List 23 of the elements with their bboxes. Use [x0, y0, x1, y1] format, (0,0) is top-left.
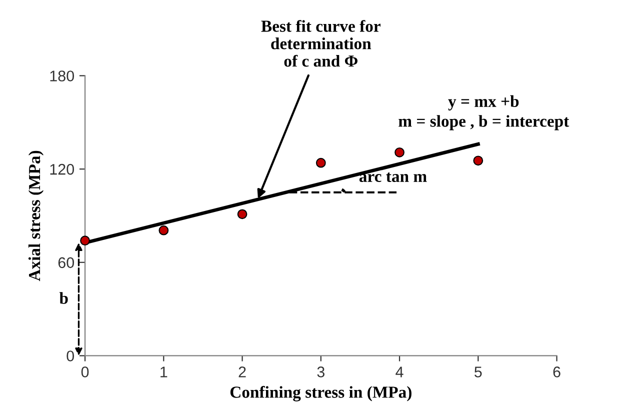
x-tick-label: 3 — [317, 366, 324, 378]
point — [473, 156, 484, 166]
x-tick-label: 6 — [553, 366, 560, 378]
x-axis-title: Confining stress in (MPa) — [230, 386, 412, 402]
y-tick-label: 120 — [50, 164, 74, 175]
point — [316, 158, 326, 168]
x-tick-label: 5 — [474, 366, 482, 378]
annotation: arc tan m — [359, 172, 427, 182]
y-tick-label: 0 — [66, 350, 74, 362]
y-tick-label: 60 — [58, 257, 74, 268]
x-tick-label: 0 — [81, 366, 89, 378]
y-axis-title: Axial stress (MPa) — [28, 150, 44, 282]
y-tick-label: 180 — [50, 70, 74, 82]
point — [237, 209, 248, 220]
point — [158, 225, 169, 236]
x-tick-label: 4 — [396, 366, 404, 378]
x-tick-label: 2 — [238, 366, 246, 378]
annotation: y = mx +b m = slope , b = intercept — [398, 95, 570, 130]
point — [80, 236, 90, 246]
annotation: Best fit curve for determination of c and Φ — [261, 20, 380, 67]
text: b — [59, 292, 68, 304]
point — [394, 147, 404, 158]
x-tick-label: 1 — [160, 366, 168, 378]
